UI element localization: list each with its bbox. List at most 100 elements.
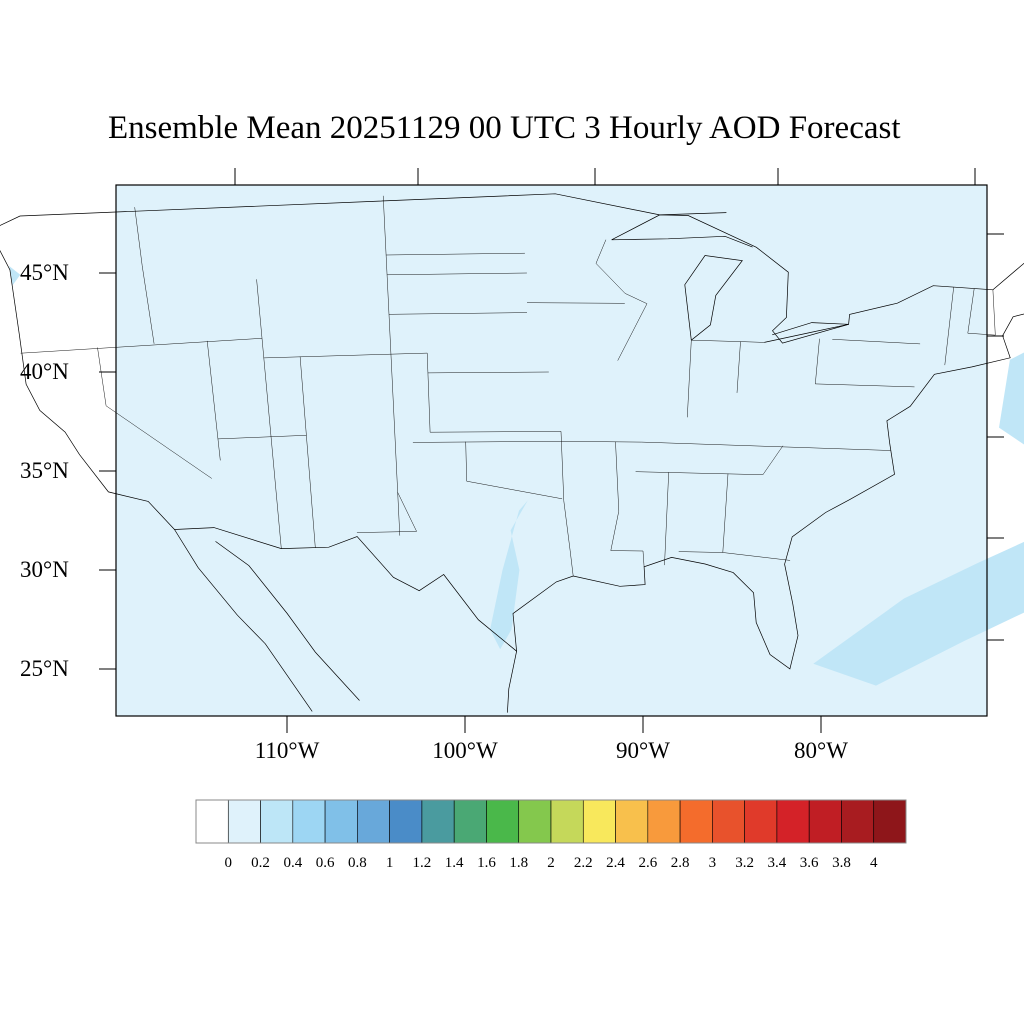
colorbar-box xyxy=(324,799,358,844)
colorbar-box xyxy=(550,799,584,844)
colorbar-box xyxy=(486,799,520,844)
state-border xyxy=(664,472,669,566)
colorbar-box xyxy=(357,799,390,844)
state-border xyxy=(134,207,155,344)
lake-michigan xyxy=(684,255,743,341)
aod-patch xyxy=(490,490,537,650)
colorbar-box xyxy=(260,799,294,844)
lon-label: 90°W xyxy=(616,738,670,763)
state-border xyxy=(526,302,625,304)
colorbar-label: 4 xyxy=(869,855,878,871)
colorbar-box xyxy=(808,799,842,844)
state-border xyxy=(635,445,784,475)
state-border xyxy=(560,431,574,577)
state-border xyxy=(20,338,263,354)
state-border xyxy=(386,252,525,256)
lake-erie xyxy=(764,322,849,343)
colorbar-label: 3.8 xyxy=(832,855,851,871)
aod-patch xyxy=(813,541,1024,686)
colorbar-box xyxy=(615,799,649,844)
colorbar-label: 2 xyxy=(547,855,555,871)
colorbar-box xyxy=(841,799,875,844)
state-border xyxy=(944,286,954,366)
colorbar-label: 0 xyxy=(224,855,233,871)
lake-superior xyxy=(611,212,753,248)
state-border xyxy=(832,339,921,345)
lat-label: 25°N xyxy=(20,656,69,681)
axis-ticks xyxy=(99,168,1004,733)
state-border xyxy=(356,492,417,533)
lon-label: 80°W xyxy=(794,738,848,763)
lat-label: 45°N xyxy=(20,260,69,285)
lat-label: 30°N xyxy=(20,557,69,582)
colorbar-label: 0.4 xyxy=(283,855,303,871)
colorbar-box xyxy=(744,799,778,844)
aod-patch xyxy=(999,352,1024,445)
colorbar-label: 0.6 xyxy=(315,855,335,871)
colorbar-box xyxy=(518,799,552,844)
aod-patch xyxy=(9,266,21,286)
colorbar-box xyxy=(647,799,681,844)
colorbar xyxy=(195,799,907,844)
colorbar-box xyxy=(292,799,326,844)
colorbar-label: 2.8 xyxy=(670,855,690,871)
state-border xyxy=(815,338,915,388)
state-border xyxy=(217,435,307,440)
us-outline xyxy=(0,193,1024,670)
colorbar-label: 0.8 xyxy=(347,855,367,871)
colorbar-label: 1.2 xyxy=(412,855,432,871)
state-border xyxy=(206,340,221,461)
coastlines-and-borders xyxy=(0,193,1024,713)
state-border xyxy=(992,289,996,336)
colorbar-box xyxy=(453,799,487,844)
colorbar-label: 3 xyxy=(708,855,717,871)
colorbar-box xyxy=(679,799,713,844)
colorbar-label: 1.8 xyxy=(509,855,529,871)
state-border xyxy=(299,356,316,548)
colorbar-label: 1 xyxy=(385,855,394,871)
lat-label: 35°N xyxy=(20,458,69,483)
state-border xyxy=(736,341,741,393)
lon-label: 100°W xyxy=(432,738,498,763)
aod-patches xyxy=(9,266,1024,686)
baja-coast xyxy=(174,529,313,712)
colorbar-label: 2.4 xyxy=(606,855,625,871)
state-border xyxy=(595,239,648,361)
lat-label: 40°N xyxy=(20,359,69,384)
colorbar-box xyxy=(712,799,745,844)
colorbar-label: 3.2 xyxy=(735,855,754,871)
state-border xyxy=(465,441,563,500)
colorbar-box xyxy=(421,799,455,844)
colorbar-box xyxy=(776,799,810,844)
state-border xyxy=(427,371,549,374)
state-border xyxy=(687,340,692,418)
state-border xyxy=(256,279,282,549)
colorbar-label: 3.4 xyxy=(767,855,787,871)
colorbar-label: 3.6 xyxy=(799,855,819,871)
state-border xyxy=(263,352,562,433)
colorbar-label: 1.4 xyxy=(444,855,464,871)
colorbar-box xyxy=(582,799,616,844)
state-border xyxy=(388,312,528,315)
map-frame xyxy=(115,184,988,717)
colorbar-label: 2.2 xyxy=(573,855,593,871)
colorbar-box xyxy=(873,799,907,844)
map-title: Ensemble Mean 20251129 00 UTC 3 Hourly A… xyxy=(108,110,901,146)
colorbar-label: 1.6 xyxy=(477,855,496,871)
colorbar-label: 0.2 xyxy=(251,855,270,871)
colorbar-box xyxy=(195,799,229,844)
lon-label: 110°W xyxy=(254,738,320,763)
state-border xyxy=(97,347,212,479)
state-border xyxy=(412,441,891,451)
state-border xyxy=(967,288,996,336)
mexico-east-coast xyxy=(507,651,517,713)
state-border xyxy=(387,272,527,276)
state-border xyxy=(610,441,645,567)
mexico-west-coast xyxy=(215,541,360,701)
colorbar-box xyxy=(227,799,261,844)
colorbar-label: 2.6 xyxy=(638,855,658,871)
state-border xyxy=(722,552,791,561)
state-border xyxy=(382,195,401,536)
colorbar-box xyxy=(389,799,423,844)
